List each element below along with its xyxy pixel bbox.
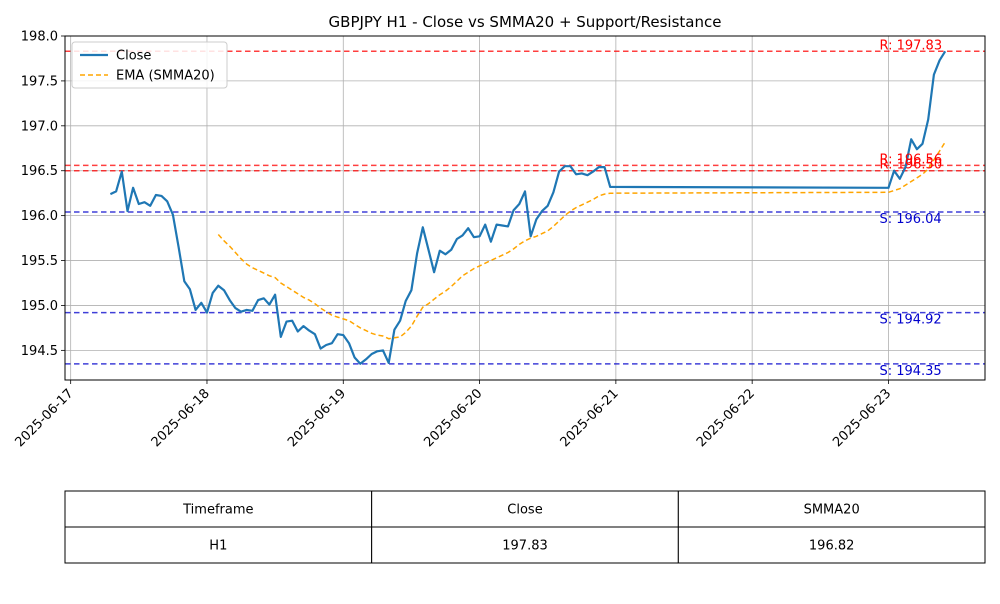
plot-frame xyxy=(64,35,986,381)
y-tick-label: 196.5 xyxy=(21,164,58,179)
series-lines xyxy=(109,50,947,365)
legend: Close EMA (SMMA20) xyxy=(71,41,228,89)
table-cell xyxy=(677,526,986,564)
x-tick-label: 2025-06-18 xyxy=(149,386,213,450)
x-tick-label: 2025-06-21 xyxy=(558,386,622,450)
resistance-label: R: 196.56 xyxy=(879,152,942,167)
legend-label: EMA (SMMA20) xyxy=(116,69,215,84)
table-header-cell-text: Close xyxy=(507,503,542,518)
y-tick-label: 194.5 xyxy=(21,344,58,359)
legend-box xyxy=(71,41,228,89)
support-label: S: 196.04 xyxy=(879,212,941,227)
resistance-label: R: 197.83 xyxy=(879,38,942,53)
table-cell-text: 196.82 xyxy=(809,539,855,554)
y-tick-label: 196.0 xyxy=(21,209,58,224)
x-tick-label: 2025-06-19 xyxy=(285,386,349,450)
y-tick-label: 197.5 xyxy=(21,74,58,89)
x-tick-label: 2025-06-20 xyxy=(421,386,485,450)
x-tick-label: 2025-06-23 xyxy=(830,386,894,450)
y-tick-label: 198.0 xyxy=(21,30,58,45)
smma-series-line xyxy=(217,141,946,340)
legend-label: Close xyxy=(116,49,151,64)
resistance-label: R: 196.50 xyxy=(879,158,942,173)
table-cell xyxy=(64,490,373,528)
support-label: S: 194.92 xyxy=(879,313,941,328)
x-tick-label: 2025-06-17 xyxy=(12,386,76,450)
x-tick-label: 2025-06-22 xyxy=(694,386,758,450)
support-label: S: 194.35 xyxy=(879,364,941,379)
axes: 2025-06-17 2025-06-18 2025-06-19 2025-06-20… xyxy=(12,30,894,451)
summary-table: Timeframe Close SMMA20 H1 197.83 196.82 xyxy=(64,490,986,564)
close-series-line xyxy=(109,50,947,365)
y-tick-label: 195.0 xyxy=(21,299,58,314)
chart-title: GBPJPY H1 - Close vs SMMA20 + Support/Re… xyxy=(329,13,722,31)
y-tick-label: 195.5 xyxy=(21,254,58,269)
table-cell xyxy=(677,490,986,528)
y-tick-label: 197.0 xyxy=(21,119,58,134)
level-labels: R: 197.83 R: 196.56R: 196.50 S: 196.04 S: 1… xyxy=(879,38,942,379)
table-cell-text: 197.83 xyxy=(502,539,548,554)
table-header-cell-text: Timeframe xyxy=(182,503,253,518)
table-cell-text: H1 xyxy=(209,539,227,554)
support-resistance-lines xyxy=(65,50,985,365)
table-header-cell-text: SMMA20 xyxy=(804,503,860,518)
